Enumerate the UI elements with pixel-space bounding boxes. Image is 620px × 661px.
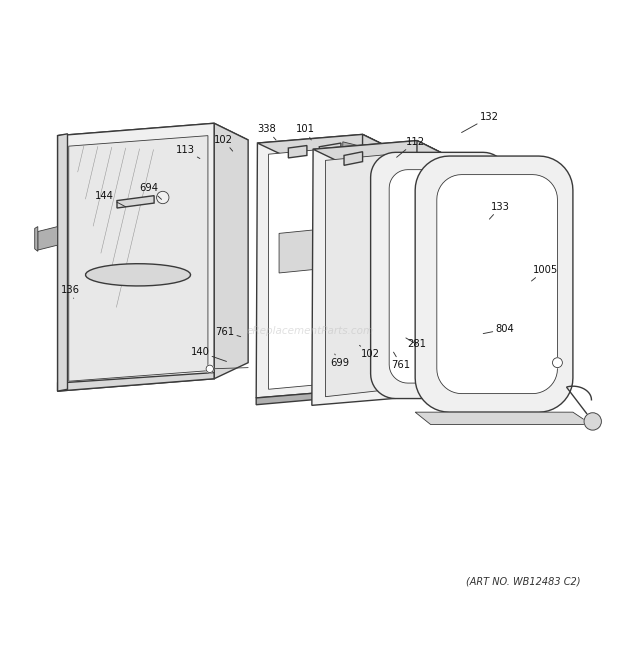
Circle shape [157, 191, 169, 204]
Text: 761: 761 [215, 327, 241, 336]
Polygon shape [58, 123, 248, 152]
Polygon shape [38, 227, 58, 250]
Circle shape [584, 412, 601, 430]
Polygon shape [312, 141, 450, 405]
Text: 113: 113 [175, 145, 200, 159]
Text: eReplacementParts.com: eReplacementParts.com [246, 325, 374, 336]
Text: 281: 281 [406, 338, 426, 349]
Text: 694: 694 [140, 183, 162, 200]
Text: 112: 112 [397, 137, 425, 157]
Polygon shape [389, 170, 495, 383]
Circle shape [494, 379, 509, 393]
Polygon shape [117, 196, 154, 208]
Polygon shape [256, 389, 361, 405]
Polygon shape [508, 227, 519, 242]
Polygon shape [279, 227, 341, 273]
Polygon shape [58, 134, 68, 391]
Polygon shape [58, 373, 214, 391]
Text: 132: 132 [461, 112, 499, 133]
Polygon shape [313, 141, 450, 165]
Polygon shape [415, 412, 591, 424]
Text: 804: 804 [483, 325, 514, 334]
Polygon shape [326, 153, 437, 397]
Polygon shape [256, 134, 397, 398]
Text: 136: 136 [61, 286, 79, 298]
Text: (ART NO. WB12483 C2): (ART NO. WB12483 C2) [466, 576, 581, 586]
Text: 338: 338 [257, 124, 276, 140]
Polygon shape [415, 141, 450, 397]
Polygon shape [430, 266, 440, 329]
Circle shape [428, 364, 436, 372]
Circle shape [552, 358, 562, 368]
Polygon shape [86, 264, 190, 286]
Polygon shape [361, 134, 397, 389]
Polygon shape [319, 143, 341, 157]
Polygon shape [69, 136, 208, 381]
Text: 102: 102 [214, 135, 233, 151]
Polygon shape [268, 147, 384, 389]
Polygon shape [288, 145, 307, 158]
Polygon shape [371, 152, 508, 399]
Text: 699: 699 [330, 354, 349, 368]
Text: 140: 140 [190, 347, 226, 362]
Circle shape [206, 365, 213, 373]
Polygon shape [35, 227, 38, 251]
Polygon shape [58, 123, 214, 391]
Polygon shape [428, 264, 442, 270]
Polygon shape [437, 175, 557, 393]
Text: 102: 102 [360, 345, 380, 359]
Circle shape [411, 385, 420, 393]
Polygon shape [343, 142, 394, 161]
Text: 761: 761 [391, 352, 410, 369]
Polygon shape [415, 156, 573, 412]
Polygon shape [257, 134, 397, 159]
Text: 101: 101 [296, 124, 314, 140]
Polygon shape [508, 326, 519, 341]
Text: 1005: 1005 [531, 265, 558, 281]
Polygon shape [344, 152, 363, 165]
Text: 144: 144 [95, 190, 126, 207]
Polygon shape [214, 123, 248, 379]
Polygon shape [428, 321, 442, 327]
Text: 133: 133 [489, 202, 510, 219]
